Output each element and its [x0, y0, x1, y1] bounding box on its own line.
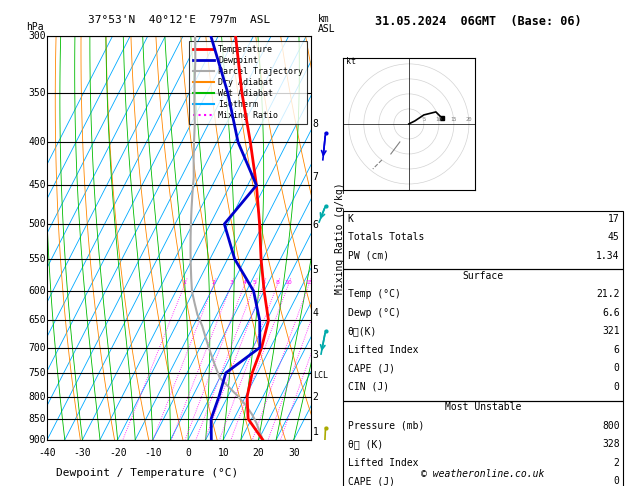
Text: -30: -30	[74, 448, 91, 458]
Text: 5: 5	[253, 280, 257, 285]
Text: Temp (°C): Temp (°C)	[348, 289, 401, 299]
Text: 750: 750	[28, 368, 46, 378]
Text: Lifted Index: Lifted Index	[348, 458, 418, 468]
Text: 5: 5	[313, 265, 318, 275]
Text: Dewpoint / Temperature (°C): Dewpoint / Temperature (°C)	[57, 468, 238, 478]
Text: CIN (J): CIN (J)	[348, 382, 389, 392]
Text: K: K	[348, 214, 353, 224]
Text: 1: 1	[182, 280, 187, 285]
Text: 0: 0	[185, 448, 191, 458]
Text: Totals Totals: Totals Totals	[348, 232, 424, 243]
Text: 0: 0	[614, 382, 620, 392]
Text: 20: 20	[253, 448, 264, 458]
Text: 6.6: 6.6	[602, 308, 620, 318]
Text: 37°53'N  40°12'E  797m  ASL: 37°53'N 40°12'E 797m ASL	[88, 15, 270, 25]
Text: 400: 400	[28, 137, 46, 147]
Text: 1.34: 1.34	[596, 251, 620, 261]
Text: Mixing Ratio (g/kg): Mixing Ratio (g/kg)	[335, 182, 345, 294]
Text: 17: 17	[608, 214, 620, 224]
Text: 450: 450	[28, 180, 46, 191]
Text: 25: 25	[331, 280, 340, 285]
Text: 600: 600	[28, 286, 46, 296]
Text: 15: 15	[450, 118, 457, 122]
Text: 321: 321	[602, 326, 620, 336]
Text: PW (cm): PW (cm)	[348, 251, 389, 261]
Text: 20: 20	[465, 118, 472, 122]
Text: Surface: Surface	[462, 271, 503, 281]
Text: 15: 15	[305, 280, 313, 285]
Text: © weatheronline.co.uk: © weatheronline.co.uk	[421, 469, 545, 479]
Text: 300: 300	[28, 32, 46, 41]
Text: 0: 0	[614, 363, 620, 373]
Text: 4: 4	[313, 308, 318, 318]
Text: 0: 0	[614, 476, 620, 486]
Text: 850: 850	[28, 414, 46, 424]
Text: Lifted Index: Lifted Index	[348, 345, 418, 355]
Text: -20: -20	[109, 448, 126, 458]
Text: 2: 2	[313, 392, 318, 401]
Text: LCL: LCL	[313, 371, 328, 380]
Text: 21.2: 21.2	[596, 289, 620, 299]
Text: 800: 800	[28, 392, 46, 401]
Text: 30: 30	[288, 448, 299, 458]
Text: 5: 5	[422, 118, 425, 122]
Text: 650: 650	[28, 315, 46, 325]
Text: Most Unstable: Most Unstable	[445, 402, 521, 413]
Text: 8: 8	[313, 119, 318, 129]
Text: CAPE (J): CAPE (J)	[348, 363, 395, 373]
Text: 3: 3	[230, 280, 233, 285]
Text: 350: 350	[28, 88, 46, 98]
Text: θᴇ (K): θᴇ (K)	[348, 439, 383, 450]
Text: θᴇ(K): θᴇ(K)	[348, 326, 377, 336]
Text: 6: 6	[614, 345, 620, 355]
Text: 31.05.2024  06GMT  (Base: 06): 31.05.2024 06GMT (Base: 06)	[375, 15, 581, 28]
Text: CAPE (J): CAPE (J)	[348, 476, 395, 486]
Text: 20: 20	[320, 280, 328, 285]
Text: hPa: hPa	[26, 21, 44, 32]
Text: 900: 900	[28, 435, 46, 445]
Text: -10: -10	[144, 448, 162, 458]
Text: kt: kt	[346, 57, 356, 66]
Text: 10: 10	[218, 448, 229, 458]
Text: 3: 3	[313, 350, 318, 360]
Text: 45: 45	[608, 232, 620, 243]
Text: 7: 7	[313, 172, 318, 182]
Text: 550: 550	[28, 254, 46, 264]
Text: 6: 6	[262, 280, 265, 285]
Text: 328: 328	[602, 439, 620, 450]
Text: 2: 2	[614, 458, 620, 468]
Text: 8: 8	[276, 280, 279, 285]
Legend: Temperature, Dewpoint, Parcel Trajectory, Dry Adiabat, Wet Adiabat, Isotherm, Mi: Temperature, Dewpoint, Parcel Trajectory…	[189, 41, 307, 124]
Text: 2: 2	[211, 280, 216, 285]
Text: 700: 700	[28, 343, 46, 352]
Text: 500: 500	[28, 219, 46, 229]
Text: Dewp (°C): Dewp (°C)	[348, 308, 401, 318]
Text: Pressure (mb): Pressure (mb)	[348, 421, 424, 431]
Text: 800: 800	[602, 421, 620, 431]
Text: 1: 1	[313, 427, 318, 436]
Text: 10: 10	[284, 280, 292, 285]
Text: -40: -40	[38, 448, 56, 458]
Text: km
ASL: km ASL	[318, 14, 335, 34]
Text: 6: 6	[313, 220, 318, 230]
Text: 4: 4	[242, 280, 247, 285]
Text: 10: 10	[436, 118, 442, 122]
